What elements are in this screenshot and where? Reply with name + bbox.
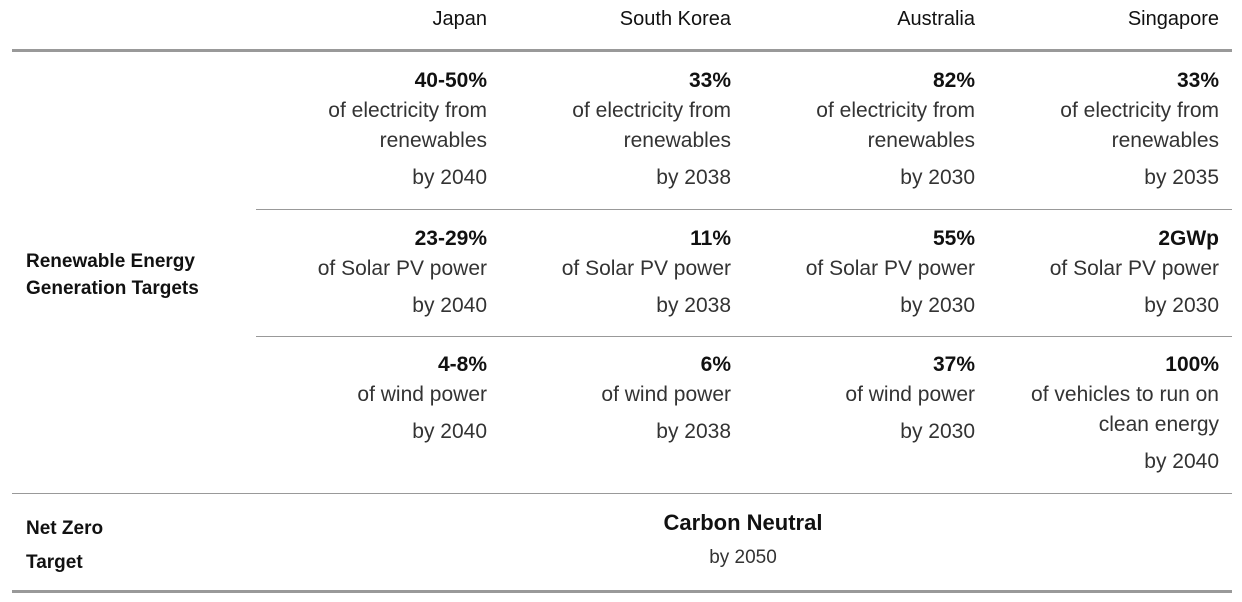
target-year: by 2035 xyxy=(1144,166,1219,189)
target-value: 82% xyxy=(932,69,975,92)
column-header: Singapore xyxy=(1127,8,1219,30)
target-description: of Solar PV power xyxy=(317,257,487,280)
target-value: 2GWp xyxy=(1158,227,1219,250)
net-zero-by: by 2050 xyxy=(709,547,777,568)
target-description: of wind power xyxy=(845,383,975,406)
section-label-line: Renewable Energy xyxy=(26,251,195,272)
target-value: 33% xyxy=(1176,69,1219,92)
target-description: of electricity from xyxy=(328,99,487,122)
target-cell: 4-8% of wind power by 2040 xyxy=(247,350,487,447)
target-description: of electricity from xyxy=(572,99,731,122)
target-cell: 11% of Solar PV power by 2038 xyxy=(491,224,731,321)
rule xyxy=(256,336,1232,337)
target-year: by 2040 xyxy=(412,294,487,317)
target-description: clean energy xyxy=(1098,413,1219,436)
section-label-line: Target xyxy=(26,552,83,573)
target-cell: 33% of electricity from renewables by 2038 xyxy=(491,66,731,193)
target-cell: 23-29% of Solar PV power by 2040 xyxy=(247,224,487,321)
target-value: 11% xyxy=(690,227,731,250)
target-cell: 40-50% of electricity from renewables by 20… xyxy=(247,66,487,193)
section-label-line: Net Zero xyxy=(26,518,104,539)
net-zero-value: Carbon Neutral xyxy=(663,510,823,535)
target-value: 55% xyxy=(932,227,975,250)
section-label-line: Generation Targets xyxy=(26,278,199,299)
target-value: 23-29% xyxy=(414,227,487,250)
target-description: of wind power xyxy=(357,383,487,406)
target-year: by 2040 xyxy=(412,166,487,189)
target-cell: 55% of Solar PV power by 2030 xyxy=(735,224,975,321)
target-cell: 2GWp of Solar PV power by 2030 xyxy=(979,224,1219,321)
target-description: renewables xyxy=(867,129,975,152)
target-value: 37% xyxy=(932,353,975,376)
target-year: by 2040 xyxy=(1144,450,1219,473)
target-year: by 2030 xyxy=(900,294,975,317)
target-description: of electricity from xyxy=(816,99,975,122)
target-description: of vehicles to run on xyxy=(1031,383,1219,406)
rule xyxy=(256,209,1232,210)
column-header: Australia xyxy=(897,8,975,30)
rule xyxy=(12,49,1232,52)
target-description: renewables xyxy=(1111,129,1219,152)
target-description: of wind power xyxy=(601,383,731,406)
target-value: 4-8% xyxy=(437,353,487,376)
target-value: 100% xyxy=(1165,353,1219,376)
rule xyxy=(12,493,1232,494)
target-cell: 100% of vehicles to run on clean energy by … xyxy=(979,350,1219,477)
target-value: 40-50% xyxy=(414,69,487,92)
target-year: by 2040 xyxy=(412,420,487,443)
target-description: of Solar PV power xyxy=(1049,257,1219,280)
target-year: by 2030 xyxy=(900,166,975,189)
section-label: Renewable Energy Generation Targets xyxy=(26,248,199,302)
column-header: South Korea xyxy=(619,8,731,30)
target-year: by 2030 xyxy=(900,420,975,443)
target-year: by 2038 xyxy=(656,166,731,189)
target-value: 33% xyxy=(688,69,731,92)
target-cell: 33% of electricity from renewables by 2035 xyxy=(979,66,1219,193)
target-value: 6% xyxy=(700,353,731,376)
target-cell: 82% of electricity from renewables by 2030 xyxy=(735,66,975,193)
target-description: of Solar PV power xyxy=(805,257,975,280)
target-description: renewables xyxy=(379,129,487,152)
target-year: by 2038 xyxy=(656,294,731,317)
rule xyxy=(12,590,1232,593)
target-cell: 37% of wind power by 2030 xyxy=(735,350,975,447)
target-year: by 2038 xyxy=(656,420,731,443)
target-cell: 6% of wind power by 2038 xyxy=(491,350,731,447)
target-description: renewables xyxy=(623,129,731,152)
section-label: Net Zero Target xyxy=(26,512,103,580)
column-header: Japan xyxy=(432,8,488,30)
target-description: of Solar PV power xyxy=(561,257,731,280)
target-year: by 2030 xyxy=(1144,294,1219,317)
target-description: of electricity from xyxy=(1060,99,1219,122)
